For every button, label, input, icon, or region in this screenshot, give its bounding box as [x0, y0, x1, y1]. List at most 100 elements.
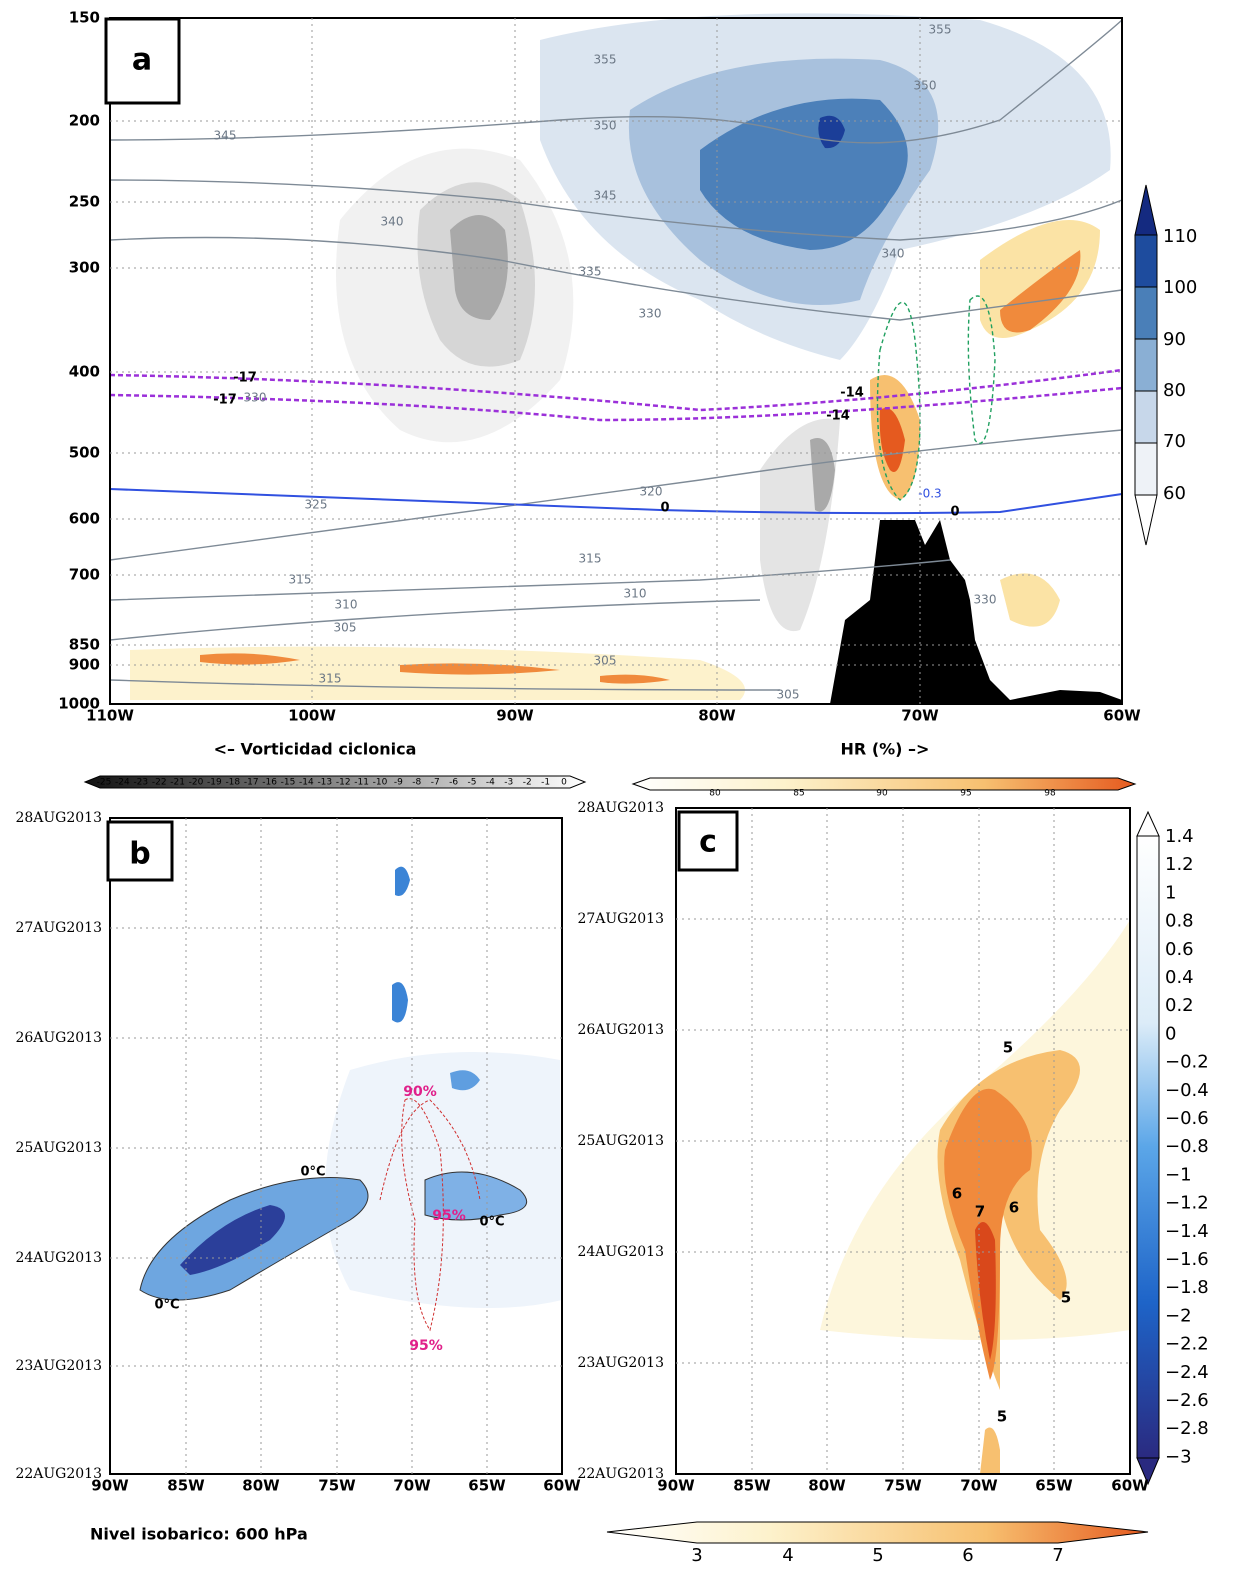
x-tick-label: 90W [91, 1477, 129, 1495]
contour-label: 325 [305, 498, 328, 512]
colorbar-label: −2.6 [1165, 1390, 1209, 1411]
contour-label: 95% [409, 1338, 443, 1354]
colorbar-label: 0.8 [1165, 911, 1194, 932]
y-tick-label: 25AUG2013 [577, 1133, 664, 1149]
panel-b-frame [109, 817, 563, 1475]
colorbar-label: −2 [1165, 1305, 1192, 1326]
contour-label: 310 [624, 587, 647, 601]
colorbar-label: 80 [709, 789, 721, 799]
colorbar-label: 100 [1163, 277, 1197, 298]
contour-label: 350 [914, 79, 937, 93]
panel-b-label-box [106, 820, 174, 882]
panel-label: b [129, 837, 150, 872]
contour-label: 90% [403, 1084, 437, 1100]
contour-label: -0.3 [918, 487, 941, 501]
x-tick-label: 75W [884, 1477, 922, 1495]
colorbar-label: -10 [373, 778, 388, 788]
contour-label: 355 [594, 53, 617, 67]
contour-label: 340 [381, 215, 404, 229]
panel-a-frame [109, 17, 1123, 705]
colorbar-label: -23 [133, 778, 148, 788]
contour-label: 0°C [300, 1165, 325, 1180]
x-tick-label: 85W [733, 1477, 771, 1495]
contour-label: 330 [244, 391, 267, 405]
contour-label: 315 [579, 552, 602, 566]
colorbar-label: -6 [449, 778, 458, 788]
colorbar-label: 80 [1163, 380, 1186, 401]
y-tick-label: 27AUG2013 [15, 920, 102, 936]
y-tick-label: 1000 [58, 695, 100, 713]
colorbar-label: -2 [523, 778, 532, 788]
y-tick-label: 150 [69, 9, 100, 27]
panel-a-contours [109, 19, 1123, 691]
panel-a-label-box [104, 17, 181, 105]
x-tick-label: 60W [1103, 707, 1141, 725]
colorbar-label: 7 [1052, 1545, 1063, 1566]
colorbar-label: −3 [1165, 1446, 1192, 1467]
colorbar-label: 98 [1044, 789, 1056, 799]
contour-label: 305 [594, 654, 617, 668]
contour-label: 305 [777, 688, 800, 702]
contour-label: 355 [929, 23, 952, 37]
y-tick-label: 25AUG2013 [15, 1140, 102, 1156]
x-tick-label: 80W [698, 707, 736, 725]
colorbar-label: -3 [504, 778, 513, 788]
colorbar-label: -11 [354, 778, 369, 788]
y-tick-label: 900 [69, 656, 100, 674]
contour-label: 310 [335, 598, 358, 612]
y-tick-label: 250 [69, 193, 100, 211]
contour-label: 345 [594, 189, 617, 203]
y-tick-label: 300 [69, 259, 100, 277]
x-tick-label: 70W [960, 1477, 998, 1495]
panel-c-label-box [677, 810, 739, 872]
colorbar-label: −0.4 [1165, 1080, 1209, 1101]
contour-label: 6 [952, 1185, 962, 1203]
contour-label: 0°C [154, 1298, 179, 1313]
colorbar-label: 4 [782, 1545, 793, 1566]
colorbar-label: 5 [872, 1545, 883, 1566]
colorbar-label: −1.2 [1165, 1193, 1209, 1214]
colorbar-label: -1 [541, 778, 550, 788]
colorbar-label: -9 [394, 778, 403, 788]
contour-label: 7 [975, 1203, 985, 1221]
y-tick-label: 22AUG2013 [577, 1466, 664, 1482]
colorbar-label: -13 [317, 778, 332, 788]
contour-label: -17 [233, 371, 257, 386]
y-tick-label: 27AUG2013 [577, 911, 664, 927]
colorbar-label: -18 [225, 778, 240, 788]
x-tick-label: 60W [1111, 1477, 1149, 1495]
contour-label: -14 [826, 409, 850, 424]
contour-label: 320 [640, 485, 663, 499]
colorbar-label: 60 [1163, 483, 1186, 504]
colorbar-label: 90 [1163, 329, 1186, 350]
colorbar-label: −0.6 [1165, 1108, 1209, 1129]
x-tick-label: 70W [901, 707, 939, 725]
y-tick-label: 23AUG2013 [15, 1358, 102, 1374]
colorbar-label: 6 [962, 1545, 973, 1566]
x-tick-label: 100W [288, 707, 336, 725]
panel-a-colorbar [1134, 184, 1158, 546]
y-tick-label: 23AUG2013 [577, 1355, 664, 1371]
contour-label: 0°C [479, 1215, 504, 1230]
colorbar-label: −2.2 [1165, 1334, 1209, 1355]
y-tick-label: 24AUG2013 [577, 1244, 664, 1260]
colorbar-label: −0.2 [1165, 1052, 1209, 1073]
colorbar-label: 110 [1163, 226, 1197, 247]
y-tick-label: 28AUG2013 [15, 810, 102, 826]
y-tick-label: 400 [69, 363, 100, 381]
y-tick-label: 500 [69, 444, 100, 462]
colorbar-label: 0.4 [1165, 967, 1194, 988]
vorticity-colorbar [83, 775, 1137, 791]
contour-label: 5 [997, 1408, 1007, 1426]
colorbar-label: 0 [561, 778, 567, 788]
x-tick-label: 90W [496, 707, 534, 725]
caption: HR (%) –> [841, 740, 930, 759]
colorbar-label: −1 [1165, 1164, 1192, 1185]
x-tick-label: 90W [657, 1477, 695, 1495]
y-tick-label: 600 [69, 510, 100, 528]
colorbar-label: 1.4 [1165, 826, 1194, 847]
x-tick-label: 60W [543, 1477, 581, 1495]
contour-label: 5 [1003, 1039, 1013, 1057]
panel-label: a [132, 43, 152, 78]
